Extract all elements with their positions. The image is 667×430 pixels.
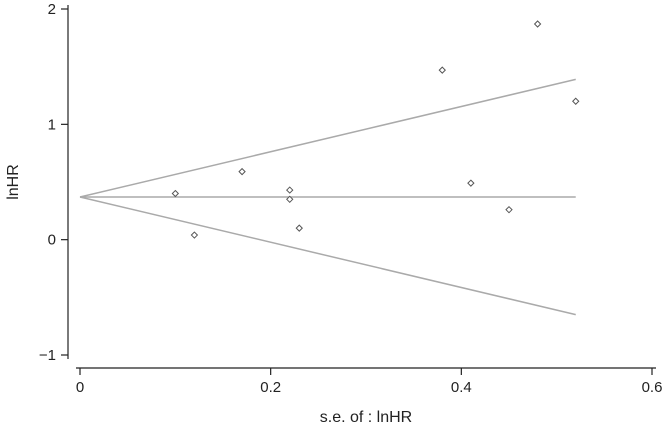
upper-limit-line <box>79 78 576 198</box>
x-tick-label: 0 <box>76 379 84 396</box>
y-tick-label: −1 <box>39 347 56 364</box>
data-point <box>572 97 580 105</box>
data-point <box>295 224 303 232</box>
data-point <box>438 66 446 74</box>
y-axis-ticks: −1 0 1 2 <box>39 1 68 364</box>
plot-area: −1 0 1 2 0 0.2 0.4 0.6 <box>39 1 663 396</box>
y-tick-label: 0 <box>48 232 56 249</box>
data-point <box>505 205 513 214</box>
data-point <box>533 20 542 28</box>
y-tick-label: 1 <box>48 116 56 133</box>
data-point <box>286 186 294 194</box>
data-point <box>286 195 294 204</box>
x-tick-label: 0.6 <box>642 379 663 396</box>
x-axis-ticks: 0 0.2 0.4 0.6 <box>76 368 663 396</box>
x-tick-label: 0.4 <box>451 379 472 396</box>
funnel-lines <box>79 78 576 316</box>
data-point <box>467 179 475 187</box>
data-point <box>190 231 199 239</box>
data-point <box>171 189 180 198</box>
x-axis-title: s.e. of : lnHR <box>320 409 412 426</box>
x-tick-label: 0.2 <box>260 379 281 396</box>
data-point <box>238 167 246 176</box>
y-axis-title: lnHR <box>5 164 22 200</box>
y-tick-label: 2 <box>48 1 56 18</box>
lower-limit-line <box>79 196 576 316</box>
data-points <box>171 20 580 239</box>
